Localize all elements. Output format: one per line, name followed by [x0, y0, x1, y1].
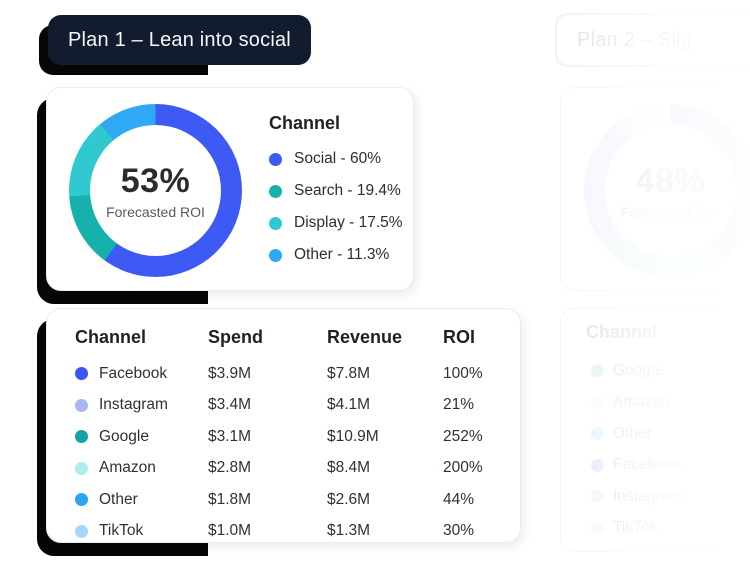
- plan2-donut-chart: 48% Forecasted ROI: [584, 104, 750, 277]
- roi-value: 252%: [443, 427, 483, 445]
- plan2-donut-center: 48% Forecasted ROI: [584, 104, 750, 277]
- legend-label: Display - 17.5%: [294, 214, 403, 231]
- spend-value: $2.8M: [208, 459, 252, 477]
- channel-dot-icon: [591, 521, 604, 535]
- column-header-spend: Spend: [208, 326, 264, 347]
- table-row: TikTok $1.0M $1.3M 30%: [75, 516, 520, 548]
- legend-label: Search - 19.4%: [294, 182, 401, 199]
- revenue-value: $7.8M: [327, 364, 371, 382]
- revenue-value: $1.3M: [327, 522, 371, 540]
- revenue-value: $8.4M: [327, 459, 371, 477]
- plan1-tab-label: Plan 1 – Lean into social: [68, 28, 291, 51]
- channel-dot-icon: [591, 364, 604, 378]
- revenue-value: $4.1M: [327, 396, 371, 414]
- roi-value: 100%: [443, 364, 483, 382]
- table-row: Instagram $3.4M $4.1M 21%: [75, 390, 520, 422]
- legend-item: Display - 17.5%: [269, 207, 403, 239]
- plan1-donut-chart: 53% Forecasted ROI: [69, 104, 242, 277]
- channel-dot-icon: [75, 461, 88, 475]
- channel-dot-icon: [75, 493, 88, 507]
- legend-dot-icon: [269, 184, 282, 198]
- channel-name: Facebook: [99, 364, 168, 382]
- channel-dot-icon: [591, 427, 604, 441]
- channel-dot-icon: [591, 458, 604, 472]
- channel-dot-icon: [591, 490, 604, 504]
- channel-name: Instagram: [99, 396, 168, 414]
- plan2-roi-label: Forecasted ROI: [621, 203, 720, 220]
- channel-name: Amazon: [613, 393, 670, 411]
- channel-dot-icon: [75, 430, 88, 444]
- table-row: Other: [586, 418, 750, 450]
- plan2-roi-value: 48%: [635, 161, 706, 200]
- legend-item: Other - 11.3%: [269, 239, 403, 271]
- table-row: Facebook $3.9M $7.8M 100%: [75, 358, 520, 390]
- legend-dot-icon: [269, 216, 282, 230]
- plan1-roi-card: 53% Forecasted ROI Channel Social - 60% …: [46, 87, 414, 291]
- spend-value: $1.8M: [208, 490, 252, 508]
- table-row: Facebook: [586, 450, 750, 482]
- channel-name: Other: [613, 424, 652, 442]
- channel-dot-icon: [75, 367, 88, 381]
- roi-value: 30%: [443, 522, 475, 540]
- column-header-channel: Channel: [75, 326, 147, 347]
- legend-item: Social - 60%: [269, 143, 403, 175]
- channel-name: TikTok: [613, 519, 658, 537]
- legend-label: Other - 11.3%: [294, 246, 390, 263]
- plan1-tab[interactable]: Plan 1 – Lean into social: [48, 15, 311, 65]
- table-row: TikTok: [586, 513, 750, 545]
- channel-name: Google: [613, 361, 663, 379]
- spend-value: $3.1M: [208, 427, 252, 445]
- spend-value: $3.9M: [208, 364, 252, 382]
- table-row: Amazon: [586, 387, 750, 419]
- spend-value: $1.0M: [208, 522, 252, 540]
- plan1-legend: Channel Social - 60% Search - 19.4% Disp…: [269, 113, 403, 271]
- plan2-table-header: Channel: [586, 322, 658, 342]
- table-row: Google $3.1M $10.9M 252%: [75, 421, 520, 453]
- legend-label: Social - 60%: [294, 150, 382, 167]
- legend-dot-icon: [269, 152, 282, 166]
- roi-value: 44%: [443, 490, 475, 508]
- column-header-roi: ROI: [443, 326, 476, 347]
- plan1-table-card: Channel Spend Revenue ROI Facebook $3.9M…: [46, 308, 521, 543]
- table-row: Amazon $2.8M $8.4M 200%: [75, 453, 520, 485]
- channel-dot-icon: [75, 398, 88, 412]
- plan1-donut-center: 53% Forecasted ROI: [69, 104, 242, 277]
- channel-name: Amazon: [99, 459, 156, 477]
- plan2-tab[interactable]: Plan 2 – Slig: [555, 13, 750, 67]
- legend-title: Channel: [269, 113, 341, 133]
- column-header-revenue: Revenue: [327, 326, 403, 347]
- roi-value: 200%: [443, 459, 483, 477]
- spend-value: $3.4M: [208, 396, 252, 414]
- channel-dot-icon: [75, 524, 88, 538]
- plan1-roi-label: Forecasted ROI: [106, 203, 205, 220]
- channel-name: Instagram: [613, 487, 682, 505]
- plan2-channel-list: Google Amazon Other Facebook Instagram: [586, 355, 750, 544]
- plan2-roi-card: 48% Forecasted ROI: [560, 87, 750, 291]
- channel-name: TikTok: [99, 522, 144, 540]
- plan2-table-card: Channel Google Amazon Other Facebook: [560, 308, 750, 552]
- table-row: Instagram: [586, 481, 750, 513]
- legend-dot-icon: [269, 248, 282, 262]
- channel-name: Google: [99, 427, 149, 445]
- channel-name: Facebook: [613, 456, 682, 474]
- plan1-roi-value: 53%: [120, 161, 191, 200]
- plan2-tab-label: Plan 2 – Slig: [577, 28, 692, 51]
- revenue-value: $2.6M: [327, 490, 371, 508]
- roi-value: 21%: [443, 396, 475, 414]
- legend-item: Search - 19.4%: [269, 175, 403, 207]
- revenue-value: $10.9M: [327, 427, 379, 445]
- table-header-row: Channel Spend Revenue ROI: [75, 322, 520, 352]
- table-row: Other $1.8M $2.6M 44%: [75, 484, 520, 516]
- channel-dot-icon: [591, 395, 604, 409]
- table-row: Google: [586, 355, 750, 387]
- channel-name: Other: [99, 490, 138, 508]
